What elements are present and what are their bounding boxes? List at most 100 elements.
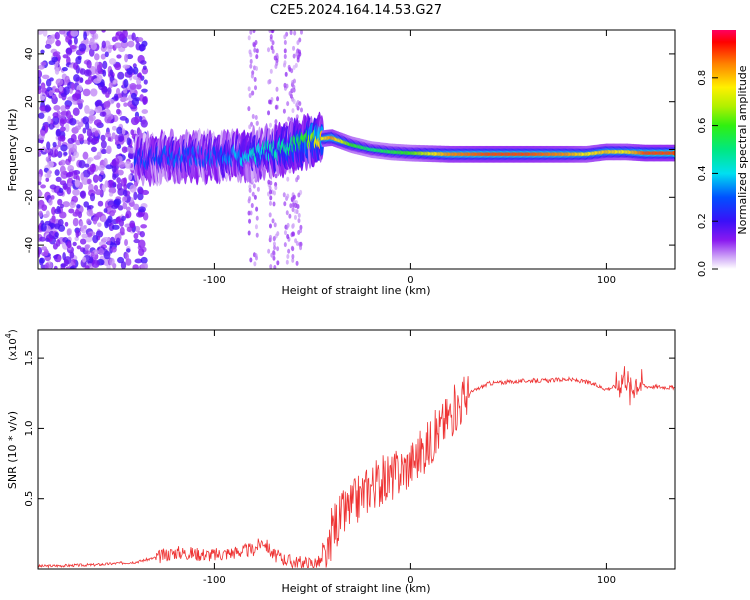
spectrogram-streak-speck — [273, 265, 277, 269]
spectrogram-noise-speck — [127, 153, 133, 159]
spectrogram-noise-speck — [74, 125, 82, 131]
spectrogram-noise-speck — [97, 64, 102, 72]
spectrogram-ytick-label: 20 — [24, 95, 35, 108]
spectrogram-noise-speck — [124, 252, 129, 261]
spectrogram-noise-speck — [78, 43, 87, 52]
spectrogram-noise-speck — [59, 180, 67, 186]
spectrogram-noise-speck — [51, 94, 56, 99]
spectrogram-streak-speck — [253, 47, 257, 53]
spectrogram-noise-speck — [74, 179, 80, 188]
spectrogram-noise-speck — [82, 127, 87, 134]
spectrogram-streak-speck — [287, 248, 291, 254]
spectrogram-noise-speck — [103, 208, 108, 213]
spectrogram-streak-speck — [283, 48, 287, 54]
spectrogram-noise-speck — [137, 192, 144, 201]
spectrogram-noise-speck — [45, 237, 50, 242]
colorbar-tick-label: 0.4 — [697, 165, 708, 181]
spectrogram-streak-speck — [276, 96, 280, 102]
spectrogram-streak-speck — [274, 119, 278, 125]
spectrogram-noise-speck — [109, 69, 114, 76]
spectrogram-noise-speck — [46, 35, 55, 45]
spectrogram-noise-speck — [112, 209, 117, 214]
spectrogram-streak-speck — [250, 73, 254, 79]
spectrogram-noise-speck — [117, 169, 124, 176]
spectrogram-noise-speck — [131, 32, 136, 42]
spectrogram-noise-speck — [121, 128, 126, 135]
spectrogram-noise-speck — [38, 173, 42, 182]
spectrogram-noise-speck — [121, 146, 128, 153]
colorbar: 0.0 0.2 0.4 0.6 0.8 Normalized spectral ampl… — [697, 30, 749, 277]
spectrogram-streak-speck — [255, 215, 259, 221]
spectrogram-streak-speck — [249, 257, 253, 263]
spectrogram-streak-speck — [250, 90, 254, 96]
spectrogram-streak-speck — [268, 223, 272, 229]
spectrogram-streak-speck — [297, 218, 301, 224]
spectrogram-noise-speck — [88, 47, 95, 57]
spectrogram-noise-speck — [57, 255, 61, 263]
spectrogram-streak-speck — [283, 34, 287, 40]
spectrogram-streak-speck — [249, 30, 253, 35]
spectrogram-noise-speck — [93, 119, 102, 127]
spectrogram-noise-speck — [38, 190, 43, 197]
spectrogram-noise-speck — [106, 148, 111, 154]
spectrogram-noise-speck — [111, 204, 119, 210]
spectrogram-streak-speck — [248, 187, 252, 193]
spectrogram-noise-speck — [138, 248, 145, 257]
spectrogram-noise-speck — [123, 177, 127, 184]
spectrogram-noise-speck — [126, 137, 132, 146]
spectrogram-noise-speck — [84, 250, 91, 255]
spectrogram-streak-speck — [272, 236, 276, 242]
spectrogram-ylabel: Frequency (Hz) — [6, 109, 19, 192]
spectrogram-noise-speck — [58, 85, 63, 92]
spectrogram-noise-speck — [69, 117, 77, 126]
spectrogram-noise-speck — [62, 185, 68, 191]
spectrogram-noise-speck — [120, 261, 127, 269]
spectrogram-noise-speck — [53, 265, 58, 269]
spectrogram-noise-speck — [46, 141, 51, 150]
spectrogram-noise-speck — [53, 51, 61, 56]
spectrogram-streak-speck — [299, 107, 303, 113]
colorbar-tick-label: 0.6 — [697, 118, 708, 134]
spectrogram-noise-speck — [104, 180, 109, 188]
spectrogram-noise-speck — [115, 216, 122, 222]
spectrogram-noise-speck — [130, 129, 135, 136]
spectrogram-noise-speck — [40, 184, 46, 189]
spectrogram-noise-speck — [115, 237, 121, 246]
spectrogram-noise-speck — [45, 210, 50, 218]
spectrogram-streak-speck — [247, 230, 251, 236]
spectrogram-noise-speck — [41, 125, 46, 131]
spectrogram-noise-speck — [116, 54, 122, 59]
spectrogram-noise-speck — [72, 188, 80, 196]
spectrogram-noise-speck — [140, 256, 148, 264]
spectrogram-noise-speck — [65, 172, 72, 178]
spectrogram-noise-speck — [68, 208, 75, 214]
spectrogram-streak-speck — [248, 218, 252, 224]
spectrogram-noise-speck — [130, 116, 139, 126]
spectrogram-noise-speck — [116, 143, 122, 150]
spectrogram-axes: -100 0 100 -40 -20 0 20 40 — [24, 30, 675, 286]
spectrogram-noise-speck — [122, 87, 128, 94]
spectrogram-streak-speck — [253, 76, 257, 82]
spectrogram-noise-speck — [103, 250, 111, 260]
spectrogram-noise-speck — [82, 151, 89, 160]
spectrogram-noise-speck — [55, 78, 64, 86]
spectrogram-streak-speck — [273, 55, 277, 61]
spectrogram-streak-speck — [275, 86, 279, 92]
spectrogram-xtick-label: 100 — [597, 275, 616, 286]
spectrogram-noise-speck — [55, 129, 61, 137]
spectrogram-streak-speck — [285, 210, 289, 216]
spectrogram-streak-speck — [291, 257, 295, 263]
spectrogram-streak-speck — [286, 254, 290, 260]
spectrogram-noise-speck — [62, 54, 69, 59]
spectrogram-streak-speck — [271, 48, 275, 54]
spectrogram-noise-speck — [129, 82, 137, 90]
spectrogram-noise-speck — [94, 130, 99, 137]
spectrogram-noise-speck — [60, 105, 67, 112]
spectrogram-noise-speck — [112, 80, 117, 85]
spectrogram-noise-speck — [104, 108, 111, 118]
spectrogram-noise-speck — [76, 245, 82, 250]
spectrogram-streak-speck — [293, 214, 297, 220]
spectrogram-noise-speck — [117, 133, 125, 143]
spectrogram-streak-speck — [293, 30, 297, 36]
spectrogram-noise-speck — [116, 177, 122, 184]
